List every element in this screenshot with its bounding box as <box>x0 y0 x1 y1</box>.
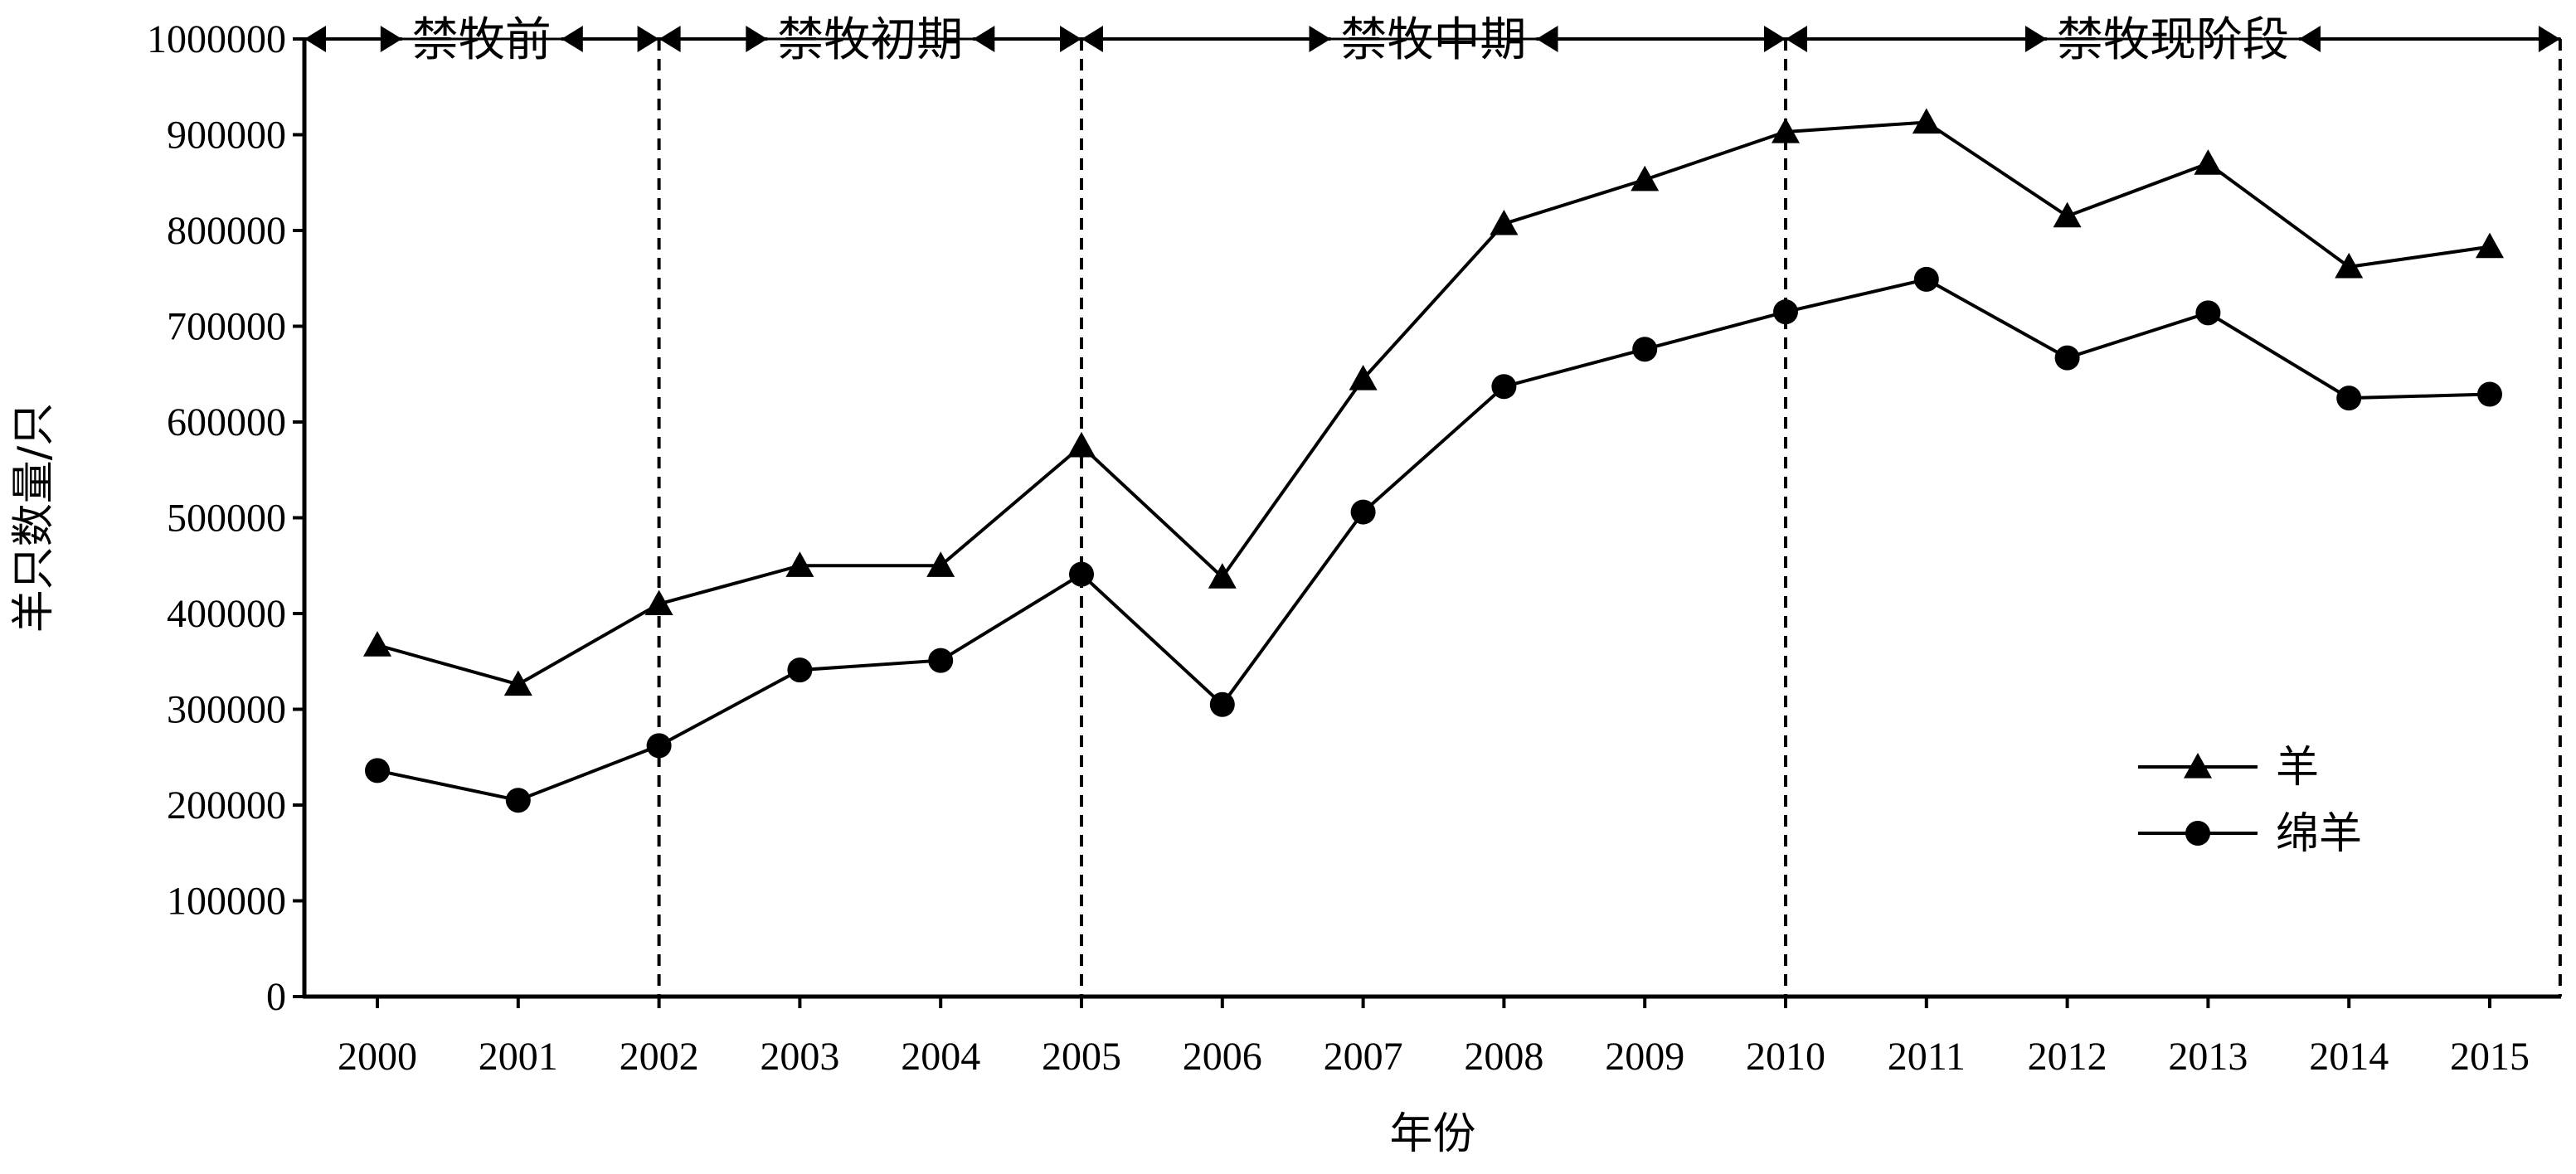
y-tick-label: 200000 <box>167 783 286 827</box>
phase-annotations: 禁牧前 禁牧初期 禁牧中期 禁牧现阶段 <box>304 13 2560 67</box>
phase-arrowhead <box>973 26 995 52</box>
phase-arrowhead <box>1309 26 1331 52</box>
series-mianyang <box>365 266 2502 813</box>
y-tick-label: 1000000 <box>147 17 286 61</box>
x-axis-title: 年份 <box>1389 1109 1475 1159</box>
x-tick-label: 2014 <box>2309 1035 2389 1079</box>
y-tick-label: 400000 <box>167 592 286 636</box>
data-point <box>926 551 955 577</box>
x-tick-label: 2010 <box>1746 1035 1825 1079</box>
y-axis-title: 羊只数量/只 <box>9 403 59 633</box>
phase-arrowhead <box>637 26 659 52</box>
data-point <box>1490 209 1519 235</box>
data-point <box>2054 345 2080 371</box>
data-point <box>1349 365 1378 391</box>
data-point <box>2336 386 2362 411</box>
x-tick-label: 2002 <box>620 1035 699 1079</box>
phase-arrowhead <box>2024 26 2047 52</box>
phase-label: 禁牧现阶段 <box>2057 13 2289 67</box>
data-point <box>2477 381 2502 407</box>
data-point <box>363 631 391 657</box>
phase-arrowhead <box>2298 26 2321 52</box>
data-point <box>1067 431 1096 458</box>
x-tick-label: 2013 <box>2168 1035 2248 1079</box>
x-tick-label: 2012 <box>2028 1035 2107 1079</box>
phase-label: 禁牧前 <box>412 13 552 67</box>
legend: 羊绵羊 <box>2138 743 2362 859</box>
phase-annotation: 禁牧初期 <box>659 13 1081 67</box>
data-point <box>1069 561 1094 587</box>
data-point <box>646 733 672 759</box>
phase-annotation: 禁牧前 <box>304 13 659 67</box>
data-point <box>1913 266 1939 292</box>
data-point <box>2476 232 2504 259</box>
x-tick-label: 2006 <box>1183 1035 1262 1079</box>
phase-arrowhead <box>2538 26 2560 52</box>
series-line <box>377 120 2491 686</box>
data-point <box>365 758 390 783</box>
phase-arrowhead <box>659 26 681 52</box>
data-point <box>2053 201 2082 228</box>
y-tick-label: 300000 <box>167 688 286 732</box>
data-point <box>644 589 673 616</box>
phase-arrowhead <box>1786 26 1807 52</box>
data-point <box>1773 299 1798 325</box>
phase-arrowhead <box>1536 26 1558 52</box>
legend-marker <box>2184 753 2212 779</box>
phase-arrowhead <box>561 26 583 52</box>
x-tick-label: 2008 <box>1464 1035 1543 1079</box>
data-point <box>1208 563 1237 589</box>
phase-arrowhead <box>304 26 326 52</box>
data-point <box>2335 252 2364 279</box>
phase-arrowhead <box>1764 26 1786 52</box>
y-tick-label: 0 <box>266 975 286 1019</box>
data-point <box>1631 165 1660 192</box>
x-tick-label: 2001 <box>479 1035 558 1079</box>
series-sheep <box>363 108 2504 696</box>
x-tick-label: 2003 <box>760 1035 839 1079</box>
phase-label: 禁牧中期 <box>1341 13 1527 67</box>
x-tick-label: 2005 <box>1042 1035 1121 1079</box>
phase-arrowhead <box>746 26 768 52</box>
data-point <box>1209 691 1235 717</box>
data-point <box>1350 499 1376 525</box>
series-layer <box>363 108 2504 813</box>
data-point <box>2194 149 2223 175</box>
y-tick-label: 100000 <box>167 880 286 924</box>
y-tick-label: 500000 <box>167 497 286 541</box>
x-tick-label: 2000 <box>338 1035 417 1079</box>
data-point <box>1632 337 1658 362</box>
legend-marker <box>2185 821 2210 846</box>
x-tick-label: 2007 <box>1324 1035 1403 1079</box>
data-point <box>928 648 954 673</box>
data-point <box>787 657 813 683</box>
x-tick-label: 2015 <box>2450 1035 2530 1079</box>
y-tick-label: 800000 <box>167 209 286 253</box>
data-point <box>2195 300 2221 326</box>
phase-arrowhead <box>380 26 402 52</box>
y-tick-label: 900000 <box>167 114 286 158</box>
y-tick-label: 700000 <box>167 305 286 349</box>
legend-label: 羊 <box>2276 743 2319 793</box>
y-tick-label: 600000 <box>167 400 286 444</box>
phase-label: 禁牧初期 <box>777 13 963 67</box>
data-point <box>505 788 531 813</box>
data-point <box>1772 118 1800 143</box>
x-tick-label: 2009 <box>1605 1035 1684 1079</box>
x-tick-label: 2011 <box>1888 1035 1966 1079</box>
axes: 0 100000 200000 300000 400000 500000 600000 700… <box>147 17 2561 1079</box>
data-point <box>1491 374 1517 400</box>
data-point <box>503 670 532 696</box>
legend-label: 绵羊 <box>2276 809 2362 859</box>
series-line <box>377 277 2491 803</box>
x-tick-label: 2004 <box>901 1035 980 1079</box>
phase-dividers <box>657 39 2562 997</box>
data-point <box>1912 108 1941 134</box>
phase-arrowhead <box>1060 26 1081 52</box>
phase-annotation: 禁牧中期 <box>1081 13 1786 67</box>
phase-annotation: 禁牧现阶段 <box>1786 13 2560 67</box>
data-point <box>785 551 814 577</box>
phase-arrowhead <box>1081 26 1103 52</box>
